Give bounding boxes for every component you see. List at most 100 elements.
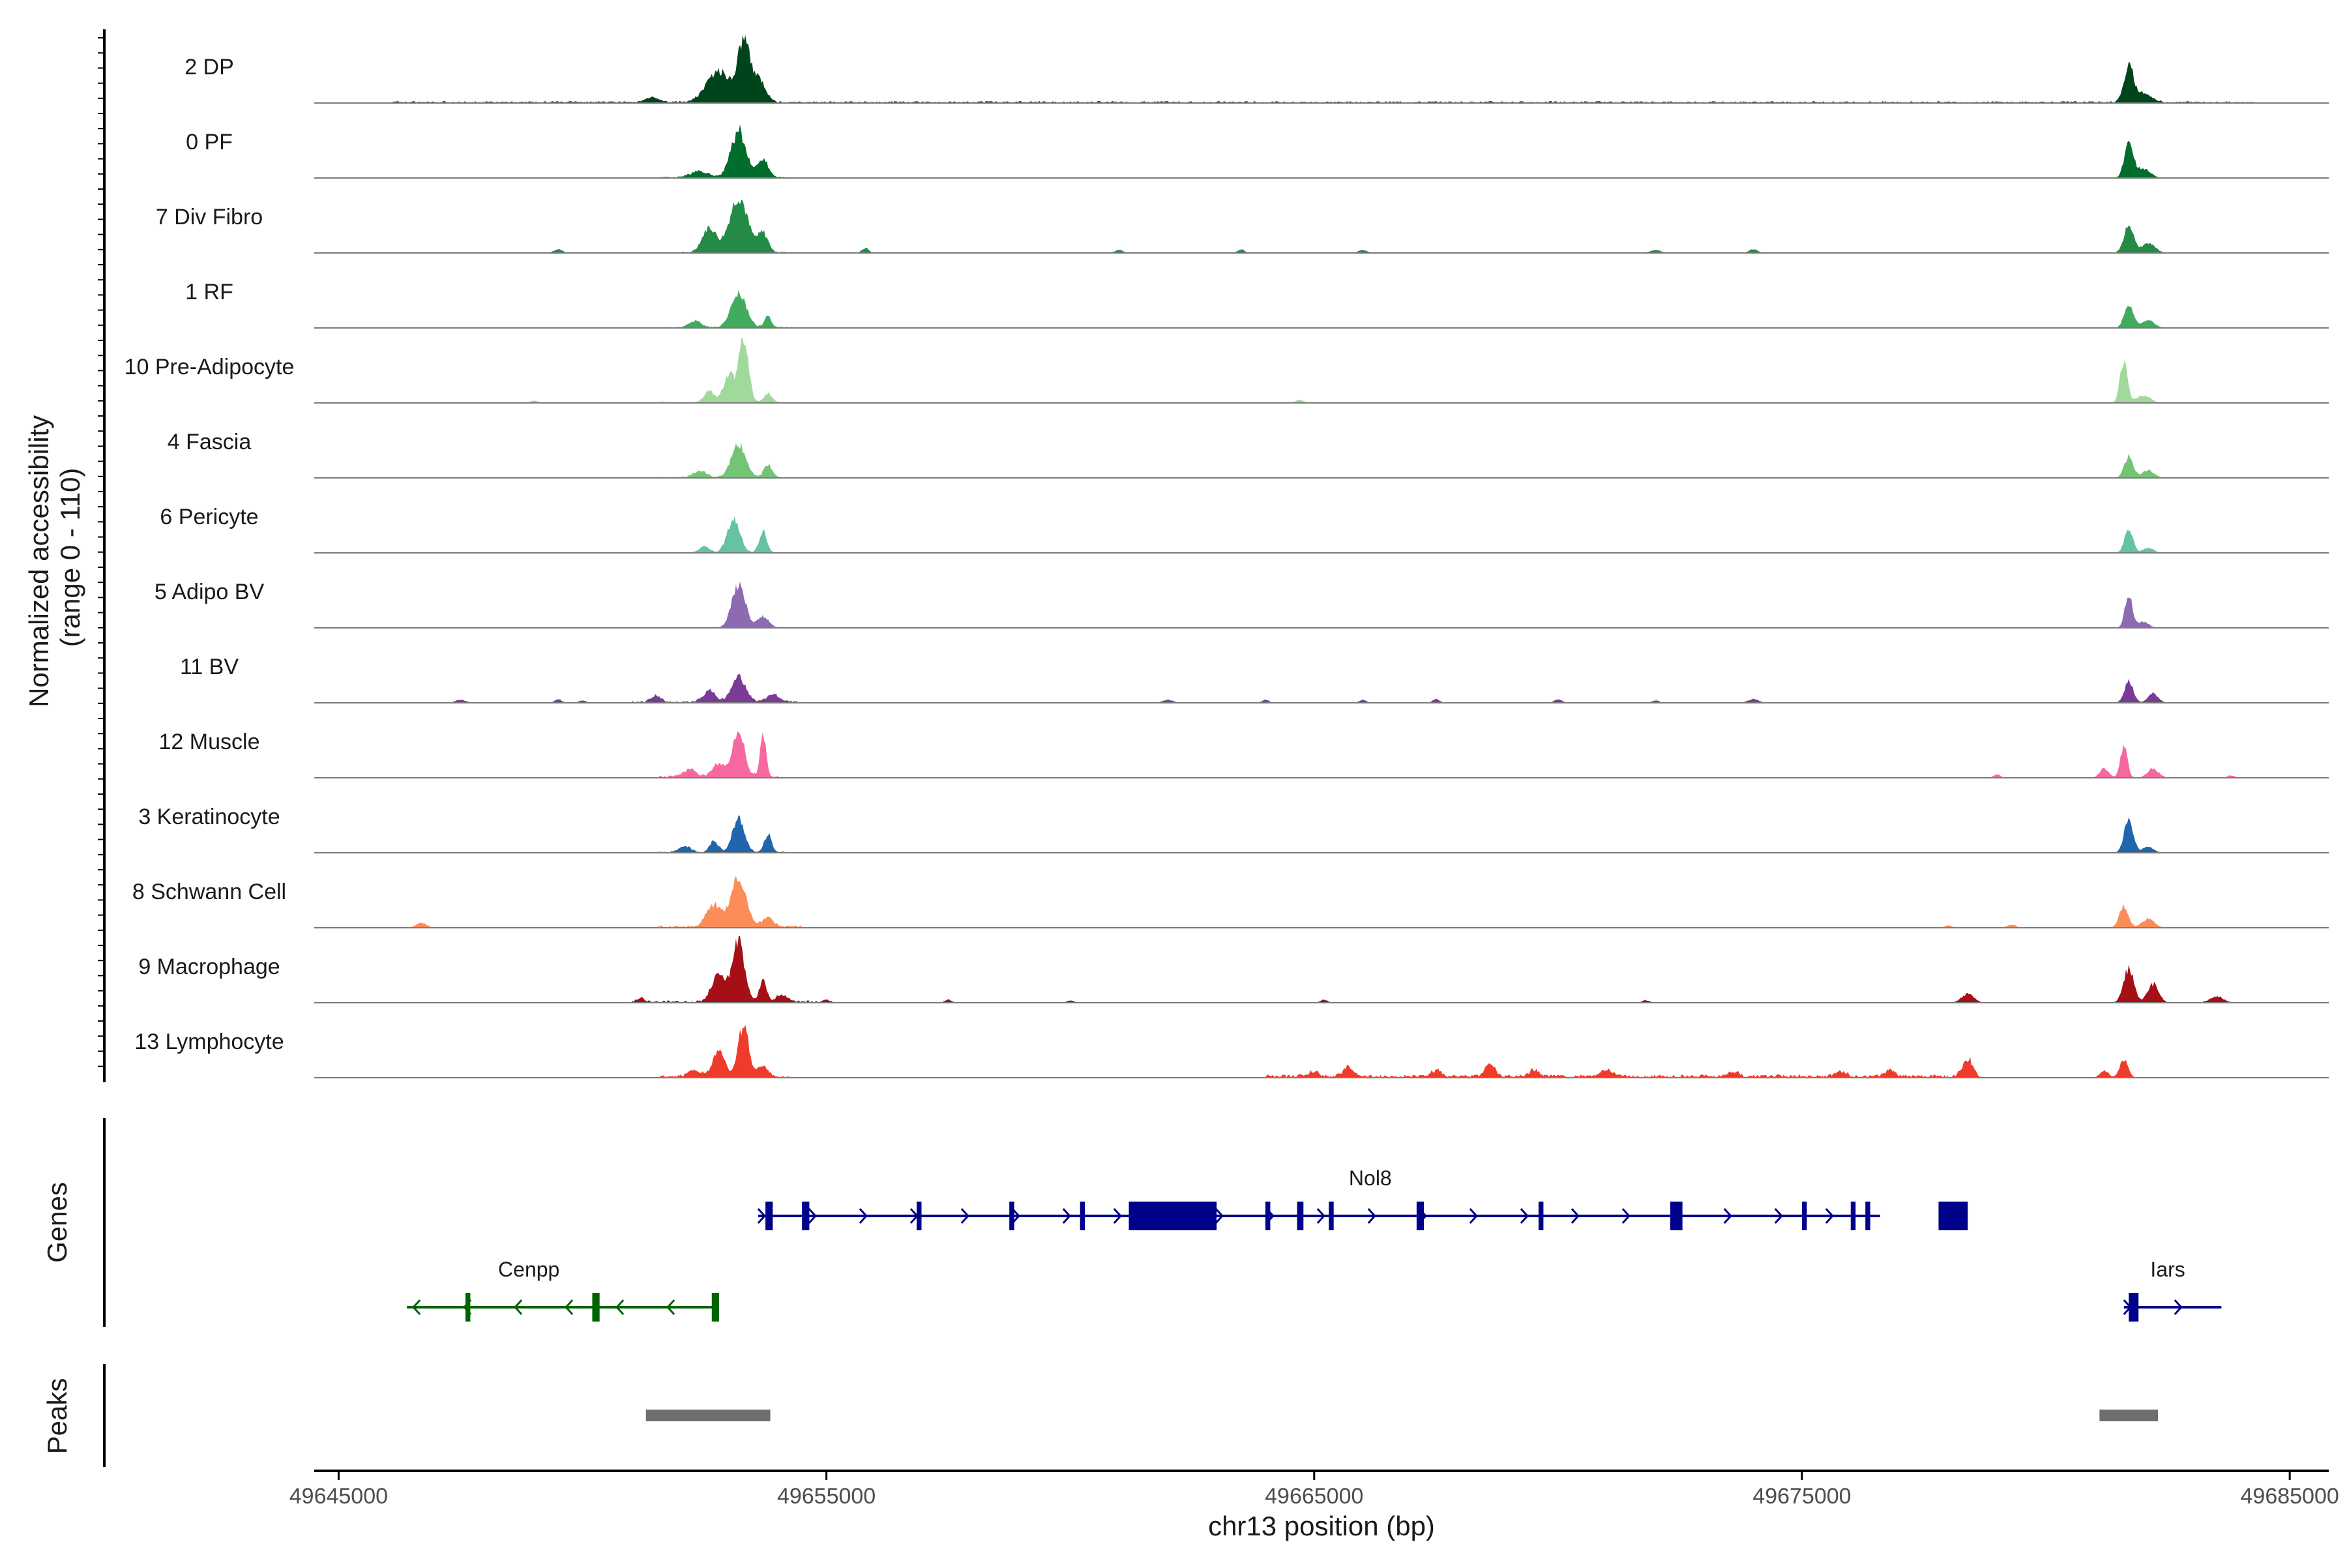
track-13: 9 Macrophage (138, 936, 2329, 1003)
track-9: 11 BV (180, 655, 2329, 703)
x-tick-label: 49685000 (2241, 1484, 2339, 1509)
peaks-track (645, 1410, 2159, 1421)
coverage-area (314, 338, 2329, 403)
track-6: 4 Fascia (168, 430, 2329, 479)
coverage-area (314, 125, 2329, 178)
strand-chevron (615, 1299, 625, 1316)
gene-exon (1670, 1202, 1683, 1230)
strand-chevron (1113, 1207, 1122, 1224)
coverage-area (314, 1024, 2329, 1078)
coverage-area (314, 581, 2329, 628)
strand-chevron (859, 1207, 868, 1224)
strand-chevron (1520, 1207, 1529, 1224)
gene-label: Cenpp (498, 1258, 559, 1281)
y-axis-title-line-1: Normalized accessibility (23, 415, 54, 707)
gene-exon (765, 1202, 773, 1230)
coverage-area (314, 936, 2329, 1003)
strand-chevron (1621, 1207, 1631, 1224)
gene-exon (1080, 1202, 1085, 1230)
track-label: 13 Lymphocyte (134, 1029, 284, 1054)
strand-chevron (1367, 1207, 1376, 1224)
x-axis-ticks: 49645000 49655000 49665000 49675000 49685000 (289, 1471, 2339, 1509)
strand-chevron (808, 1207, 817, 1224)
gene-iars: Iars (2123, 1258, 2222, 1322)
strand-chevron (1774, 1207, 1783, 1224)
strand-chevron (1571, 1207, 1580, 1224)
coverage-y-axis-ticks (98, 37, 104, 1067)
gene-exon (1801, 1202, 1807, 1230)
track-1: 2 DP (185, 35, 2329, 104)
strand-chevron (757, 1207, 766, 1224)
coverage-area (314, 732, 2329, 778)
gene-exon (917, 1202, 922, 1230)
track-label: 12 Muscle (159, 730, 260, 754)
gene-exon (2129, 1293, 2139, 1322)
track-3: 7 Div Fibro (156, 200, 2329, 254)
track-label: 6 Pericyte (160, 505, 258, 529)
gene-label: Nol8 (1349, 1166, 1392, 1190)
track-11: 3 Keratinocyte (138, 805, 2329, 853)
track-label: 2 DP (185, 55, 234, 80)
peak-region (2099, 1410, 2159, 1421)
strand-chevron (1825, 1207, 1834, 1224)
gene-cenpp: Cenpp (407, 1258, 719, 1322)
gene-exon (465, 1293, 471, 1322)
coverage-area (314, 815, 2329, 853)
track-label: 5 Adipo BV (155, 580, 265, 604)
gene-exon (802, 1202, 810, 1230)
track-label: 10 Pre-Adipocyte (125, 355, 295, 379)
strand-chevron (565, 1299, 574, 1316)
track-14: 13 Lymphocyte (134, 1024, 2329, 1078)
strand-chevron (2174, 1299, 2183, 1316)
gene-exon (1329, 1202, 1334, 1230)
strand-chevron (960, 1207, 969, 1224)
genes-track: Nol8 Cenpp Iars (407, 1166, 2222, 1322)
track-2: 0 PF (186, 125, 2329, 179)
track-12: 8 Schwann Cell (132, 876, 2329, 928)
coverage-area (314, 35, 2329, 103)
strand-chevron (1215, 1207, 1224, 1224)
coverage-area (314, 289, 2329, 328)
gene-exon (1297, 1202, 1304, 1230)
track-label: 1 RF (185, 280, 233, 304)
track-label: 3 Keratinocyte (138, 805, 280, 829)
gene-exon (1265, 1202, 1271, 1230)
track-label: 11 BV (180, 655, 239, 679)
coverage-area (314, 443, 2329, 478)
genes-track-title: Genes (42, 1182, 72, 1263)
peak-region (645, 1410, 771, 1421)
track-label: 9 Macrophage (138, 954, 280, 979)
y-axis-title: Normalized accessibility (range 0 - 110) (23, 407, 85, 707)
y-axis-title-line-2: (range 0 - 110) (55, 468, 85, 647)
x-tick-label: 49665000 (1265, 1484, 1363, 1509)
track-label: 4 Fascia (168, 430, 252, 454)
coverage-area (314, 673, 2329, 703)
track-7: 6 Pericyte (160, 505, 2329, 554)
strand-chevron (412, 1299, 421, 1316)
gene-exon (1850, 1202, 1856, 1230)
track-4: 1 RF (185, 280, 2329, 329)
strand-chevron (1316, 1207, 1325, 1224)
x-tick-label: 49645000 (289, 1484, 388, 1509)
strand-chevron (514, 1299, 523, 1316)
gene-exon (1865, 1202, 1870, 1230)
x-axis-title: chr13 position (bp) (1208, 1511, 1435, 1541)
strand-chevron (666, 1299, 675, 1316)
coverage-area (314, 516, 2329, 553)
gene-label: Iars (2150, 1258, 2185, 1281)
track-5: 10 Pre-Adipocyte (125, 338, 2329, 404)
gene-exon (1938, 1202, 1968, 1230)
track-label: 8 Schwann Cell (132, 880, 286, 904)
gene-exon (1538, 1202, 1544, 1230)
coverage-area (314, 200, 2329, 253)
gene-exon (592, 1293, 600, 1322)
track-label: 7 Div Fibro (156, 205, 263, 229)
gene-exon (711, 1293, 719, 1322)
peaks-track-title: Peaks (42, 1378, 72, 1455)
track-label: 0 PF (186, 130, 233, 155)
gene-exon (1129, 1202, 1217, 1230)
gene-exon (1009, 1202, 1014, 1230)
coverage-tracks: 2 DP 0 PF 7 Div Fibro 1 RF 10 Pre-Adipocyte 4… (125, 35, 2329, 1078)
